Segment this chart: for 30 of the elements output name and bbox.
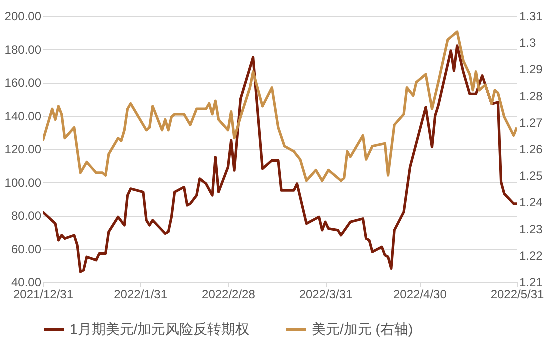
- y2-tick-label: 1.27: [520, 116, 544, 130]
- line-series: [43, 44, 517, 274]
- y2-tick-label: 1.23: [520, 222, 544, 236]
- y2-tick-label: 1.29: [520, 62, 544, 77]
- x-tick-label: 2022/3/31: [299, 288, 354, 302]
- legend-label: 1月期美元/加元风险反转期权: [70, 320, 250, 337]
- y2-tick-label: 1.22: [520, 248, 544, 263]
- y2-tick-label: 1.28: [520, 89, 544, 104]
- line-series: [43, 30, 517, 182]
- x-tick-label: 2022/4/30: [393, 288, 448, 302]
- y2-tick-label: 1.31: [520, 10, 544, 24]
- x-tick-label: 2022/1/31: [114, 288, 168, 302]
- x-tick-label: 2021/12/31: [13, 288, 74, 302]
- legend-label: 美元/加元 (右轴): [312, 320, 414, 337]
- x-tick-label: 2022/2/28: [202, 288, 256, 302]
- y-tick-label: 160.00: [4, 76, 42, 90]
- y2-tick-label: 1.26: [520, 142, 544, 156]
- y2-tick-label: 1.3: [520, 36, 537, 50]
- y-tick-label: 200.00: [4, 10, 42, 24]
- y2-tick-label: 1.25: [520, 169, 544, 184]
- y-tick-label: 60.00: [11, 242, 42, 256]
- y-tick-label: 140.00: [4, 109, 42, 124]
- y2-tick-label: 1.21: [520, 276, 544, 290]
- x-tick-label: 2022/5/31: [490, 288, 545, 302]
- y-tick-label: 180.00: [4, 42, 42, 57]
- y-tick-label: 40.00: [11, 276, 42, 290]
- y-tick-label: 80.00: [11, 209, 42, 223]
- y-tick-label: 120.00: [4, 142, 42, 156]
- y-tick-label: 100.00: [4, 176, 42, 190]
- y2-tick-label: 1.24: [520, 196, 544, 210]
